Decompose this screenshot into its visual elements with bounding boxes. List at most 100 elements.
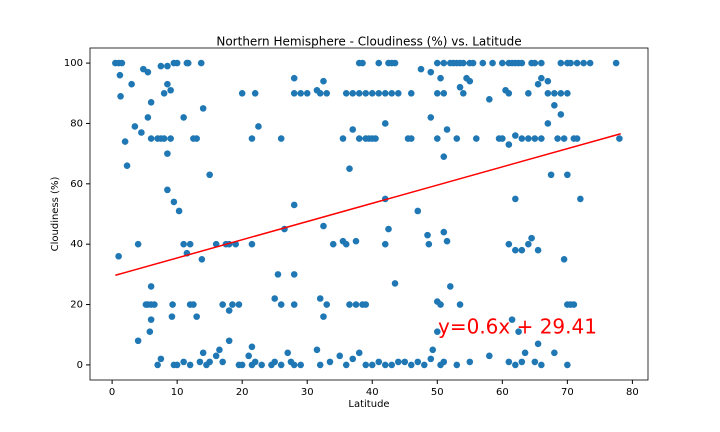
x-tick-label: 70 — [561, 387, 574, 398]
point — [381, 361, 389, 369]
point — [323, 89, 331, 97]
chart-title: Northern Hemisphere - Cloudiness (%) vs.… — [216, 35, 521, 49]
point — [193, 313, 200, 320]
point — [121, 138, 129, 145]
point — [346, 165, 353, 173]
point — [238, 361, 246, 369]
x-tick-label: 60 — [496, 387, 509, 398]
point — [443, 126, 451, 133]
point — [164, 186, 171, 194]
point — [440, 89, 448, 97]
plot-frame — [89, 47, 649, 381]
point — [394, 89, 402, 97]
regression-line — [115, 132, 621, 276]
x-axis-label: Latitude — [348, 399, 389, 410]
point — [271, 358, 278, 366]
point — [381, 120, 389, 127]
point — [157, 62, 165, 70]
point — [342, 240, 350, 248]
point — [164, 150, 171, 157]
point — [368, 89, 376, 97]
point — [577, 195, 584, 203]
point — [515, 328, 522, 336]
point — [219, 301, 226, 308]
point — [407, 89, 415, 97]
point — [528, 234, 535, 242]
point — [216, 346, 223, 354]
point — [320, 77, 327, 85]
point — [414, 358, 422, 366]
point — [198, 255, 206, 263]
point — [551, 349, 558, 357]
point — [277, 361, 285, 369]
point — [248, 135, 256, 142]
point — [388, 361, 396, 369]
point — [427, 114, 435, 121]
point — [134, 240, 142, 248]
point — [391, 280, 399, 287]
regression-equation: y=0.6x + 29.41 — [438, 315, 597, 339]
point — [534, 80, 542, 88]
point — [346, 301, 353, 308]
point — [245, 352, 252, 360]
point — [368, 361, 376, 369]
point — [147, 316, 155, 323]
point — [316, 295, 324, 302]
point — [518, 246, 526, 254]
point — [154, 361, 161, 369]
point — [499, 59, 506, 67]
point — [385, 225, 392, 233]
point — [290, 301, 298, 308]
point — [146, 328, 154, 336]
y-tick-label: 20 — [70, 300, 83, 311]
point — [512, 132, 519, 139]
point — [248, 343, 256, 351]
point — [290, 74, 298, 82]
point — [248, 240, 256, 248]
point — [466, 77, 474, 85]
point — [274, 271, 282, 278]
point — [427, 68, 435, 76]
point — [469, 59, 477, 67]
point — [440, 153, 448, 160]
point — [505, 141, 513, 148]
point — [564, 361, 571, 369]
point — [443, 237, 451, 245]
point — [538, 74, 545, 82]
point — [349, 355, 357, 363]
point — [138, 129, 145, 136]
point — [440, 228, 448, 236]
point — [544, 77, 552, 85]
point — [557, 59, 565, 67]
point — [489, 59, 496, 67]
point — [505, 358, 513, 366]
point — [433, 59, 441, 67]
point — [180, 358, 187, 366]
point — [437, 301, 444, 308]
point — [355, 135, 363, 142]
point — [521, 349, 529, 357]
point — [616, 135, 623, 142]
point — [251, 89, 259, 97]
y-tick-label: 100 — [64, 58, 83, 69]
y-axis-label: Cloudiness (%) — [50, 177, 61, 252]
point — [433, 135, 441, 142]
point — [525, 135, 532, 142]
point — [277, 135, 285, 142]
point — [316, 89, 324, 97]
point — [175, 207, 183, 215]
point — [437, 74, 444, 82]
point — [173, 59, 181, 67]
point — [160, 89, 168, 97]
point — [375, 89, 383, 97]
point — [460, 89, 467, 97]
point — [134, 337, 142, 345]
point — [394, 358, 402, 366]
point — [570, 301, 578, 308]
point — [508, 316, 516, 323]
point — [219, 358, 226, 366]
point — [505, 89, 513, 97]
x-tick-label: 20 — [236, 387, 249, 398]
point — [557, 89, 565, 97]
